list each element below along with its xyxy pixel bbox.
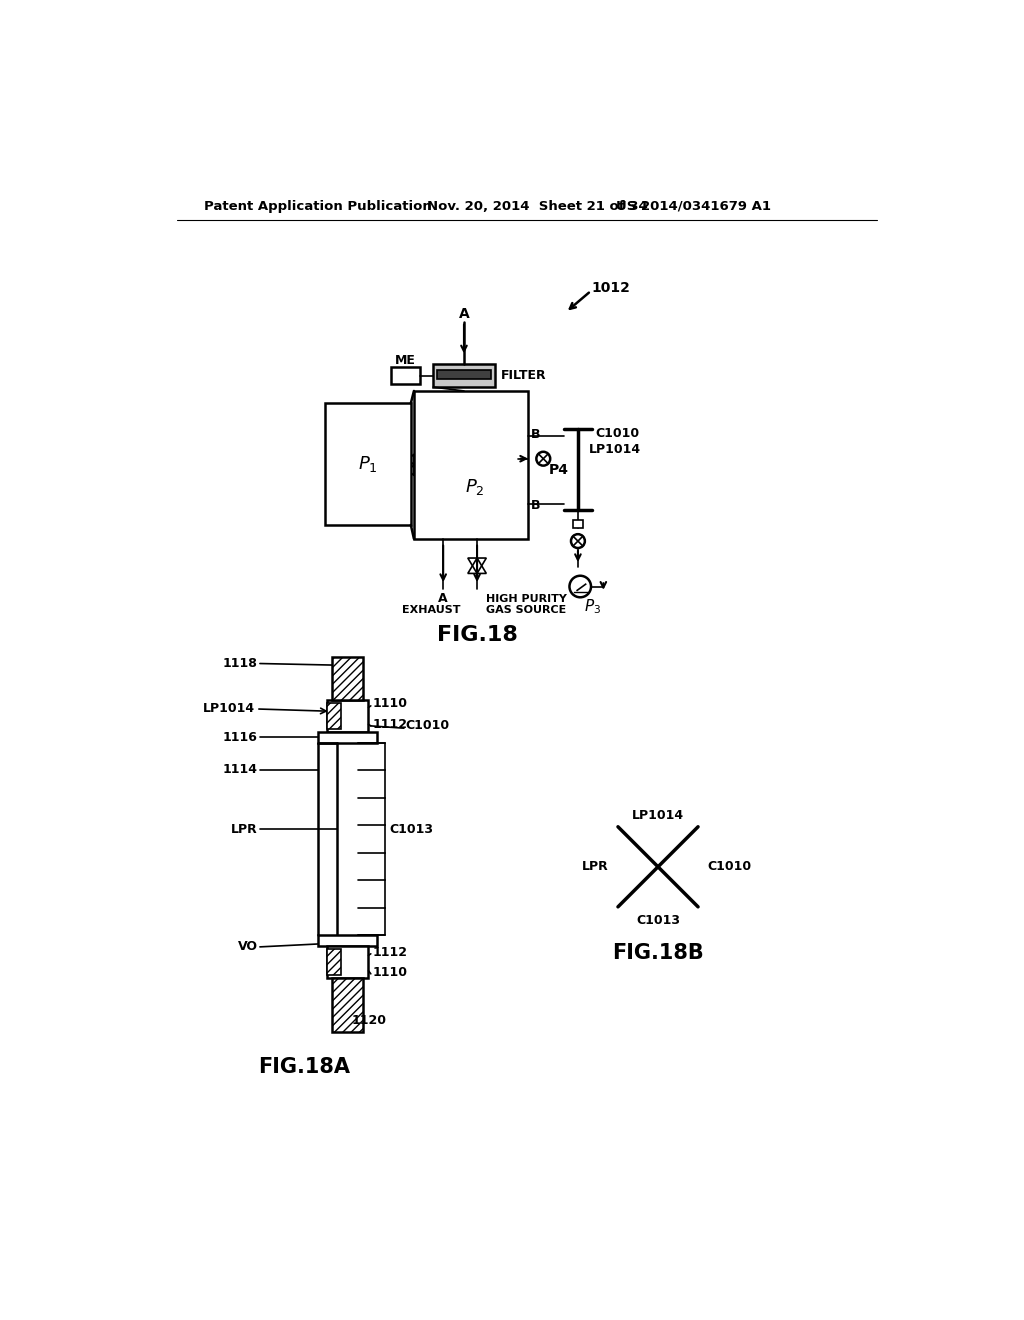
Text: ME: ME — [395, 354, 416, 367]
Text: 1118: 1118 — [223, 657, 258, 671]
Circle shape — [571, 535, 585, 548]
Text: FIG.18B: FIG.18B — [612, 942, 703, 964]
Text: LP1014: LP1014 — [632, 809, 684, 822]
Text: EXHAUST: EXHAUST — [402, 606, 461, 615]
Bar — [327, 949, 341, 975]
Circle shape — [569, 576, 591, 597]
Text: A: A — [459, 308, 469, 321]
Text: C1010: C1010 — [708, 861, 752, 874]
Text: B: B — [531, 428, 541, 441]
Text: LP1014: LP1014 — [589, 444, 641, 455]
Text: FILTER: FILTER — [501, 370, 547, 381]
Bar — [327, 946, 369, 978]
Text: B: B — [531, 499, 541, 512]
Text: GAS SOURCE: GAS SOURCE — [486, 606, 566, 615]
Bar — [333, 657, 364, 700]
Text: 1120: 1120 — [351, 1014, 386, 1027]
Text: $P_3$: $P_3$ — [584, 597, 601, 616]
Bar — [325, 404, 411, 525]
Bar — [437, 370, 490, 379]
Text: C1010: C1010 — [596, 426, 640, 440]
Text: 1114: 1114 — [222, 763, 258, 776]
Bar — [318, 936, 377, 946]
Text: VO: VO — [238, 940, 258, 953]
Text: FIG.18A: FIG.18A — [258, 1057, 350, 1077]
Text: FIG.18: FIG.18 — [436, 626, 517, 645]
Bar — [433, 364, 495, 387]
Text: A: A — [438, 593, 447, 606]
Text: 1012: 1012 — [591, 281, 630, 294]
Bar — [333, 978, 364, 1032]
Text: LP1014: LP1014 — [203, 702, 255, 715]
Text: C1013: C1013 — [636, 915, 680, 927]
Bar — [327, 700, 369, 733]
Text: C1013: C1013 — [389, 822, 433, 836]
Text: 1110: 1110 — [373, 697, 408, 710]
Bar — [327, 702, 341, 729]
Text: $P_1$: $P_1$ — [357, 454, 378, 474]
Text: US 2014/0341679 A1: US 2014/0341679 A1 — [615, 199, 771, 213]
Bar — [573, 520, 583, 528]
Text: 1116: 1116 — [223, 731, 258, 744]
Text: 1110: 1110 — [373, 966, 408, 979]
Text: Nov. 20, 2014  Sheet 21 of 34: Nov. 20, 2014 Sheet 21 of 34 — [427, 199, 648, 213]
Text: LPR: LPR — [582, 861, 608, 874]
Text: HIGH PURITY: HIGH PURITY — [486, 594, 567, 603]
Text: 1112: 1112 — [373, 718, 408, 731]
Text: LPR: LPR — [230, 822, 258, 836]
Circle shape — [537, 451, 550, 466]
Text: $P_2$: $P_2$ — [465, 477, 484, 498]
Text: Patent Application Publication: Patent Application Publication — [204, 199, 431, 213]
Text: C1010: C1010 — [406, 719, 450, 733]
Bar — [391, 367, 420, 384]
Text: P4: P4 — [549, 463, 568, 477]
Bar — [318, 733, 377, 743]
Bar — [414, 391, 528, 539]
Text: 1112: 1112 — [373, 945, 408, 958]
